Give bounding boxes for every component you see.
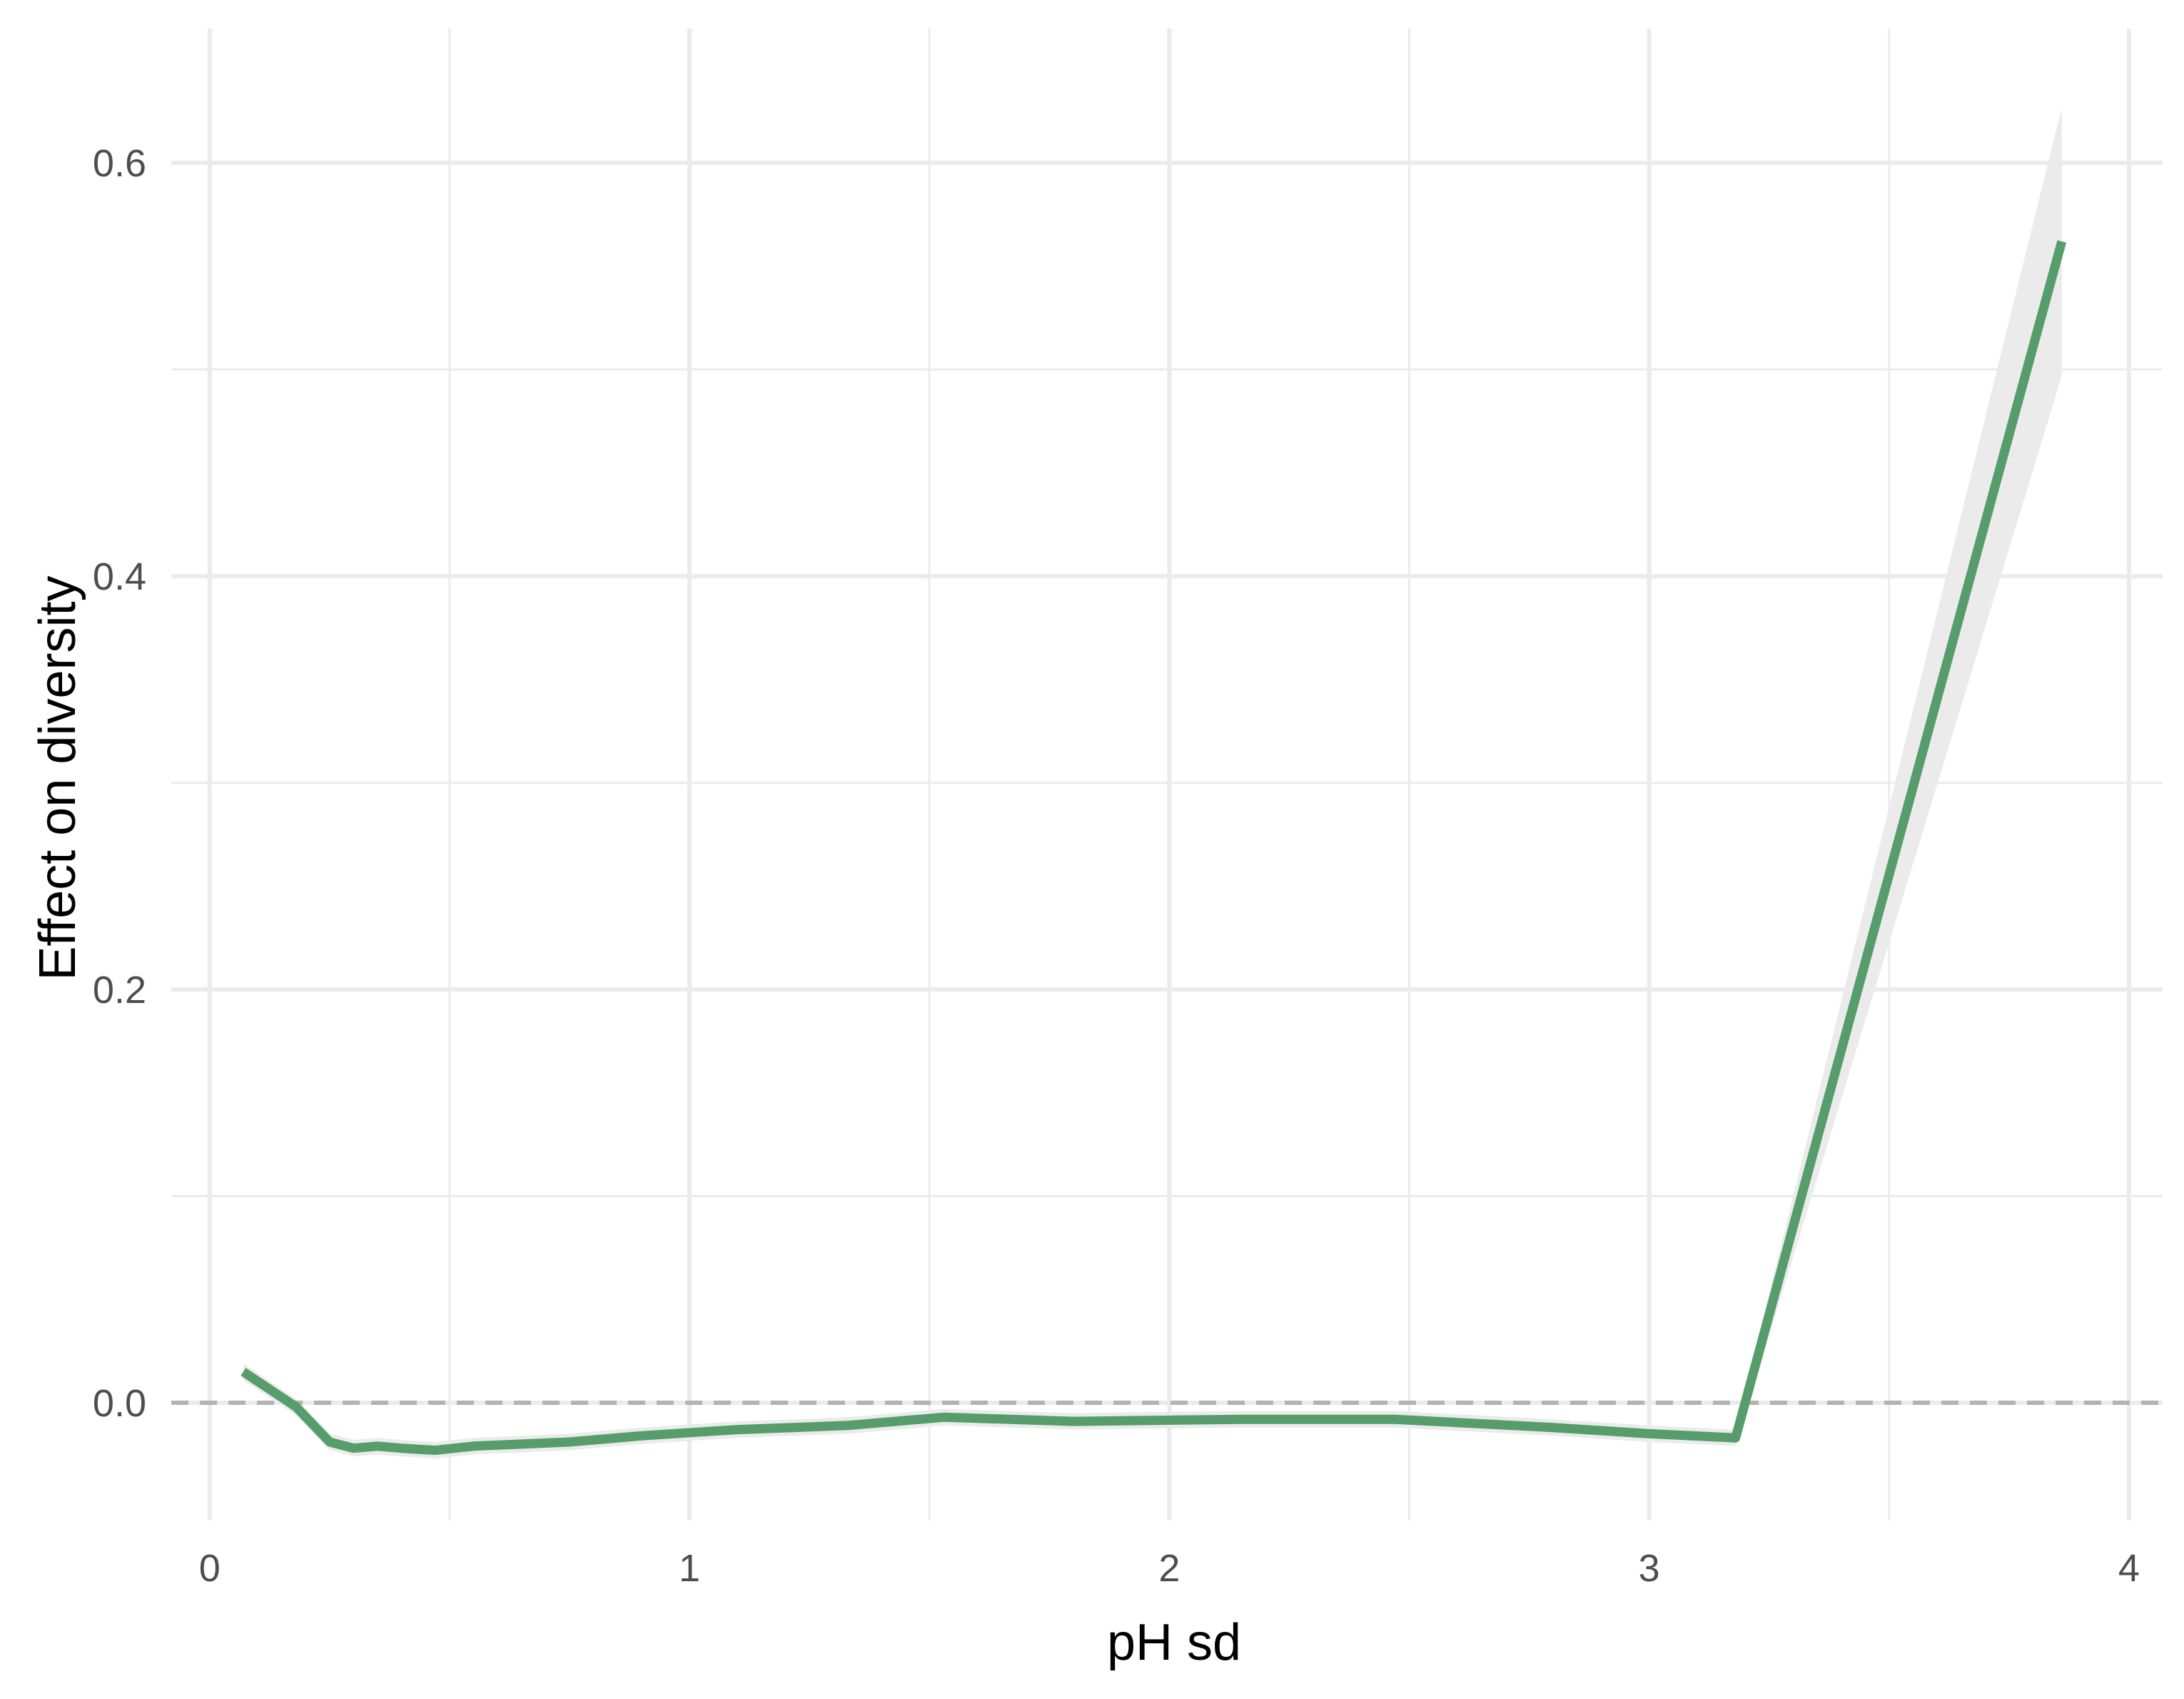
y-tick-label: 0.4 (93, 555, 146, 598)
x-tick-label: 4 (2118, 1547, 2140, 1590)
series-line-layer (241, 240, 2067, 1456)
y-axis-ticks: 0.0 0.2 0.4 0.6 (93, 142, 146, 1425)
x-tick-label: 1 (679, 1547, 700, 1590)
y-axis-title: Effect on diversity (29, 576, 86, 981)
y-tick-label: 0.0 (93, 1382, 146, 1425)
x-axis-title: pH sd (1107, 1614, 1241, 1671)
x-tick-label: 2 (1158, 1547, 1180, 1590)
x-axis-ticks: 0 1 2 3 4 (199, 1547, 2140, 1590)
x-tick-label: 0 (199, 1547, 221, 1590)
x-tick-label: 3 (1639, 1547, 1660, 1590)
y-tick-label: 0.6 (93, 142, 146, 185)
y-tick-label: 0.2 (93, 969, 146, 1012)
major-gridlines (171, 29, 2163, 1521)
minor-gridlines (171, 29, 2163, 1521)
series-line (241, 240, 2067, 1456)
